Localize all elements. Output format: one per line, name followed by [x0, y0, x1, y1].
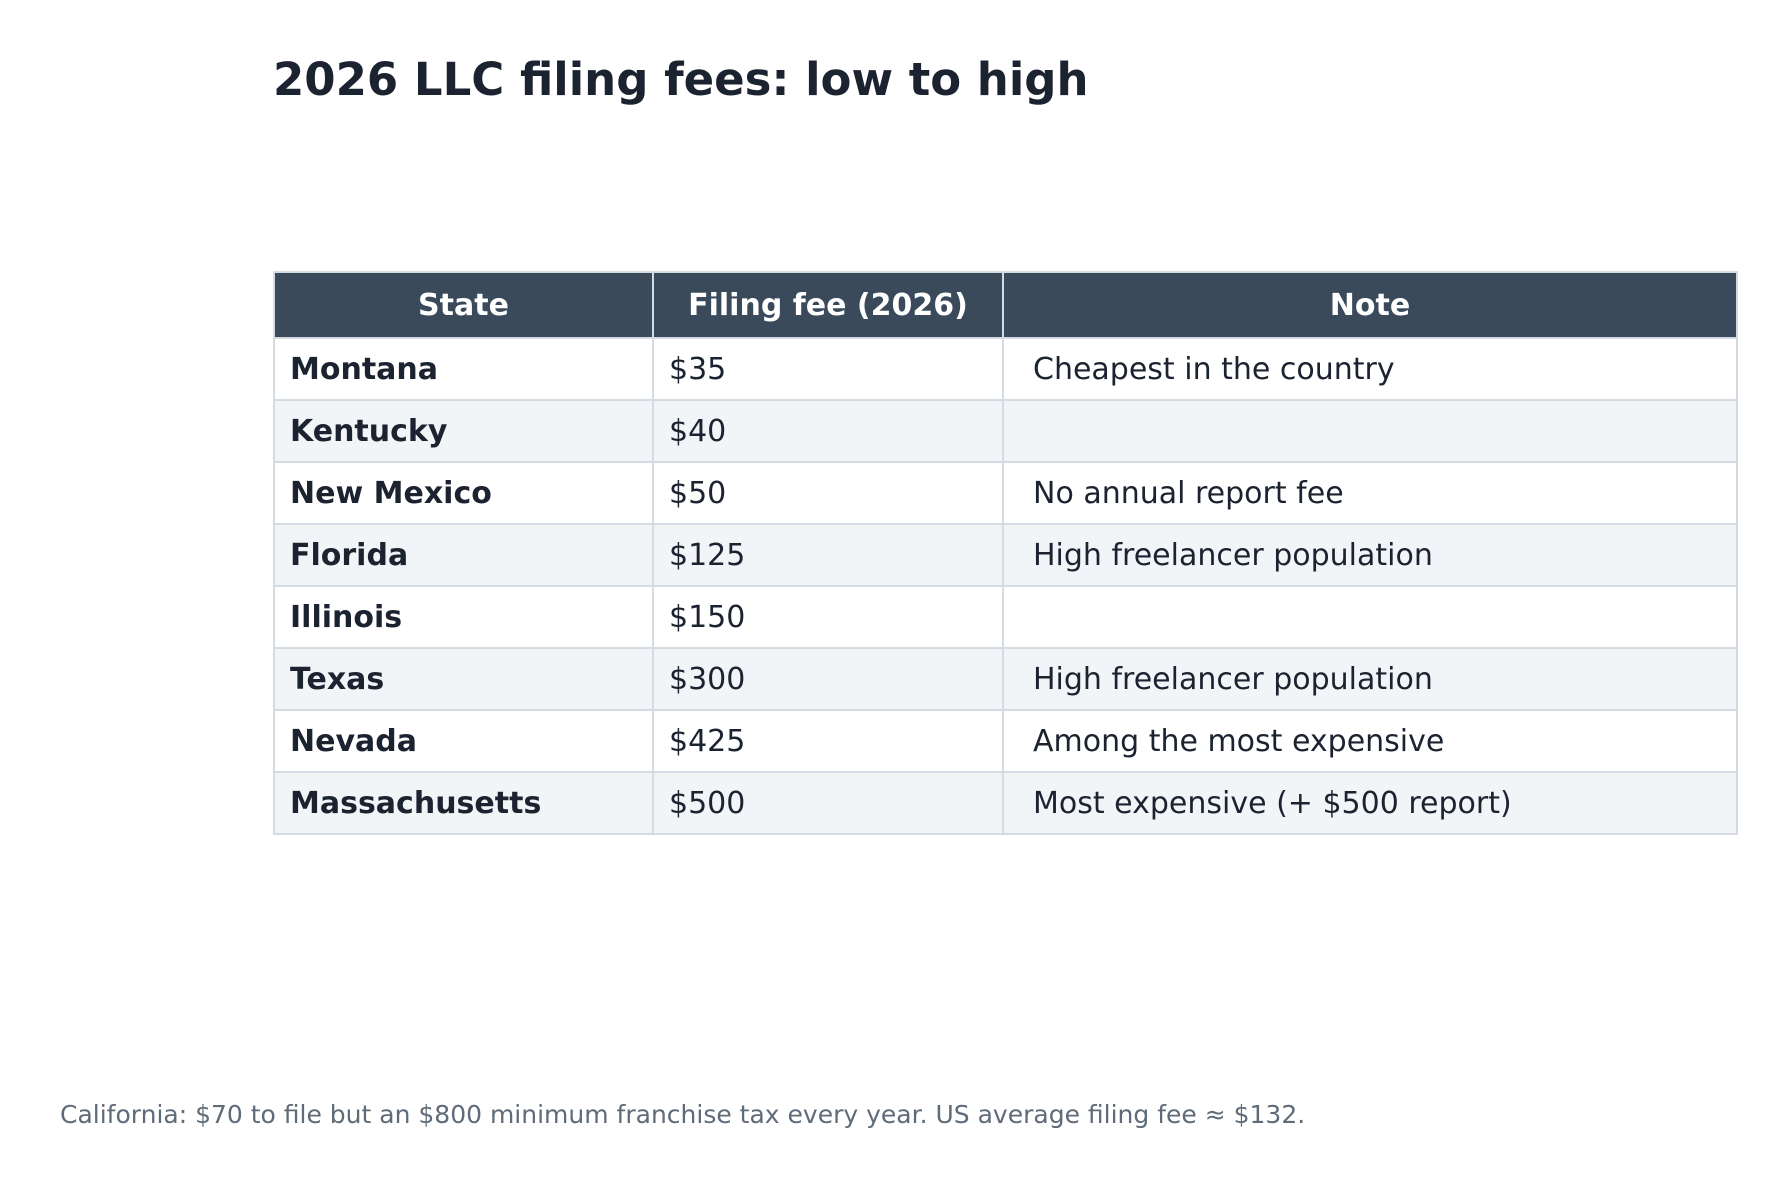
table-row: Kentucky $40 [273, 399, 1738, 463]
fee-cell: $50 [652, 461, 1004, 525]
fee-cell: $500 [652, 771, 1004, 835]
column-header-note: Note [1002, 271, 1738, 339]
state-cell: Texas [273, 647, 654, 711]
note-cell: No annual report fee [1002, 461, 1738, 525]
column-header-fee: Filing fee (2026) [652, 271, 1004, 339]
fee-cell: $125 [652, 523, 1004, 587]
table-row: Massachusetts $500 Most expensive (+ $50… [273, 771, 1738, 835]
state-cell: Florida [273, 523, 654, 587]
table-row: Texas $300 High freelancer population [273, 647, 1738, 711]
state-cell: Nevada [273, 709, 654, 773]
note-cell: High freelancer population [1002, 523, 1738, 587]
fee-table: State Filing fee (2026) Note Montana $35… [273, 271, 1738, 835]
note-cell: Most expensive (+ $500 report) [1002, 771, 1738, 835]
footnote: California: $70 to file but an $800 mini… [60, 1100, 1306, 1129]
state-cell: Kentucky [273, 399, 654, 463]
fee-cell: $40 [652, 399, 1004, 463]
table-row: New Mexico $50 No annual report fee [273, 461, 1738, 525]
fee-cell: $35 [652, 337, 1004, 401]
table-row: Nevada $425 Among the most expensive [273, 709, 1738, 773]
state-cell: Illinois [273, 585, 654, 649]
note-cell [1002, 585, 1738, 649]
state-cell: Montana [273, 337, 654, 401]
table-row: Florida $125 High freelancer population [273, 523, 1738, 587]
table-row: Illinois $150 [273, 585, 1738, 649]
fee-cell: $300 [652, 647, 1004, 711]
note-cell [1002, 399, 1738, 463]
column-header-state: State [273, 271, 654, 339]
page-title: 2026 LLC filing fees: low to high [273, 53, 1089, 106]
fee-cell: $425 [652, 709, 1004, 773]
table-row: Montana $35 Cheapest in the country [273, 337, 1738, 401]
note-cell: High freelancer population [1002, 647, 1738, 711]
note-cell: Among the most expensive [1002, 709, 1738, 773]
table-header-row: State Filing fee (2026) Note [273, 271, 1738, 339]
fee-cell: $150 [652, 585, 1004, 649]
state-cell: New Mexico [273, 461, 654, 525]
note-cell: Cheapest in the country [1002, 337, 1738, 401]
state-cell: Massachusetts [273, 771, 654, 835]
